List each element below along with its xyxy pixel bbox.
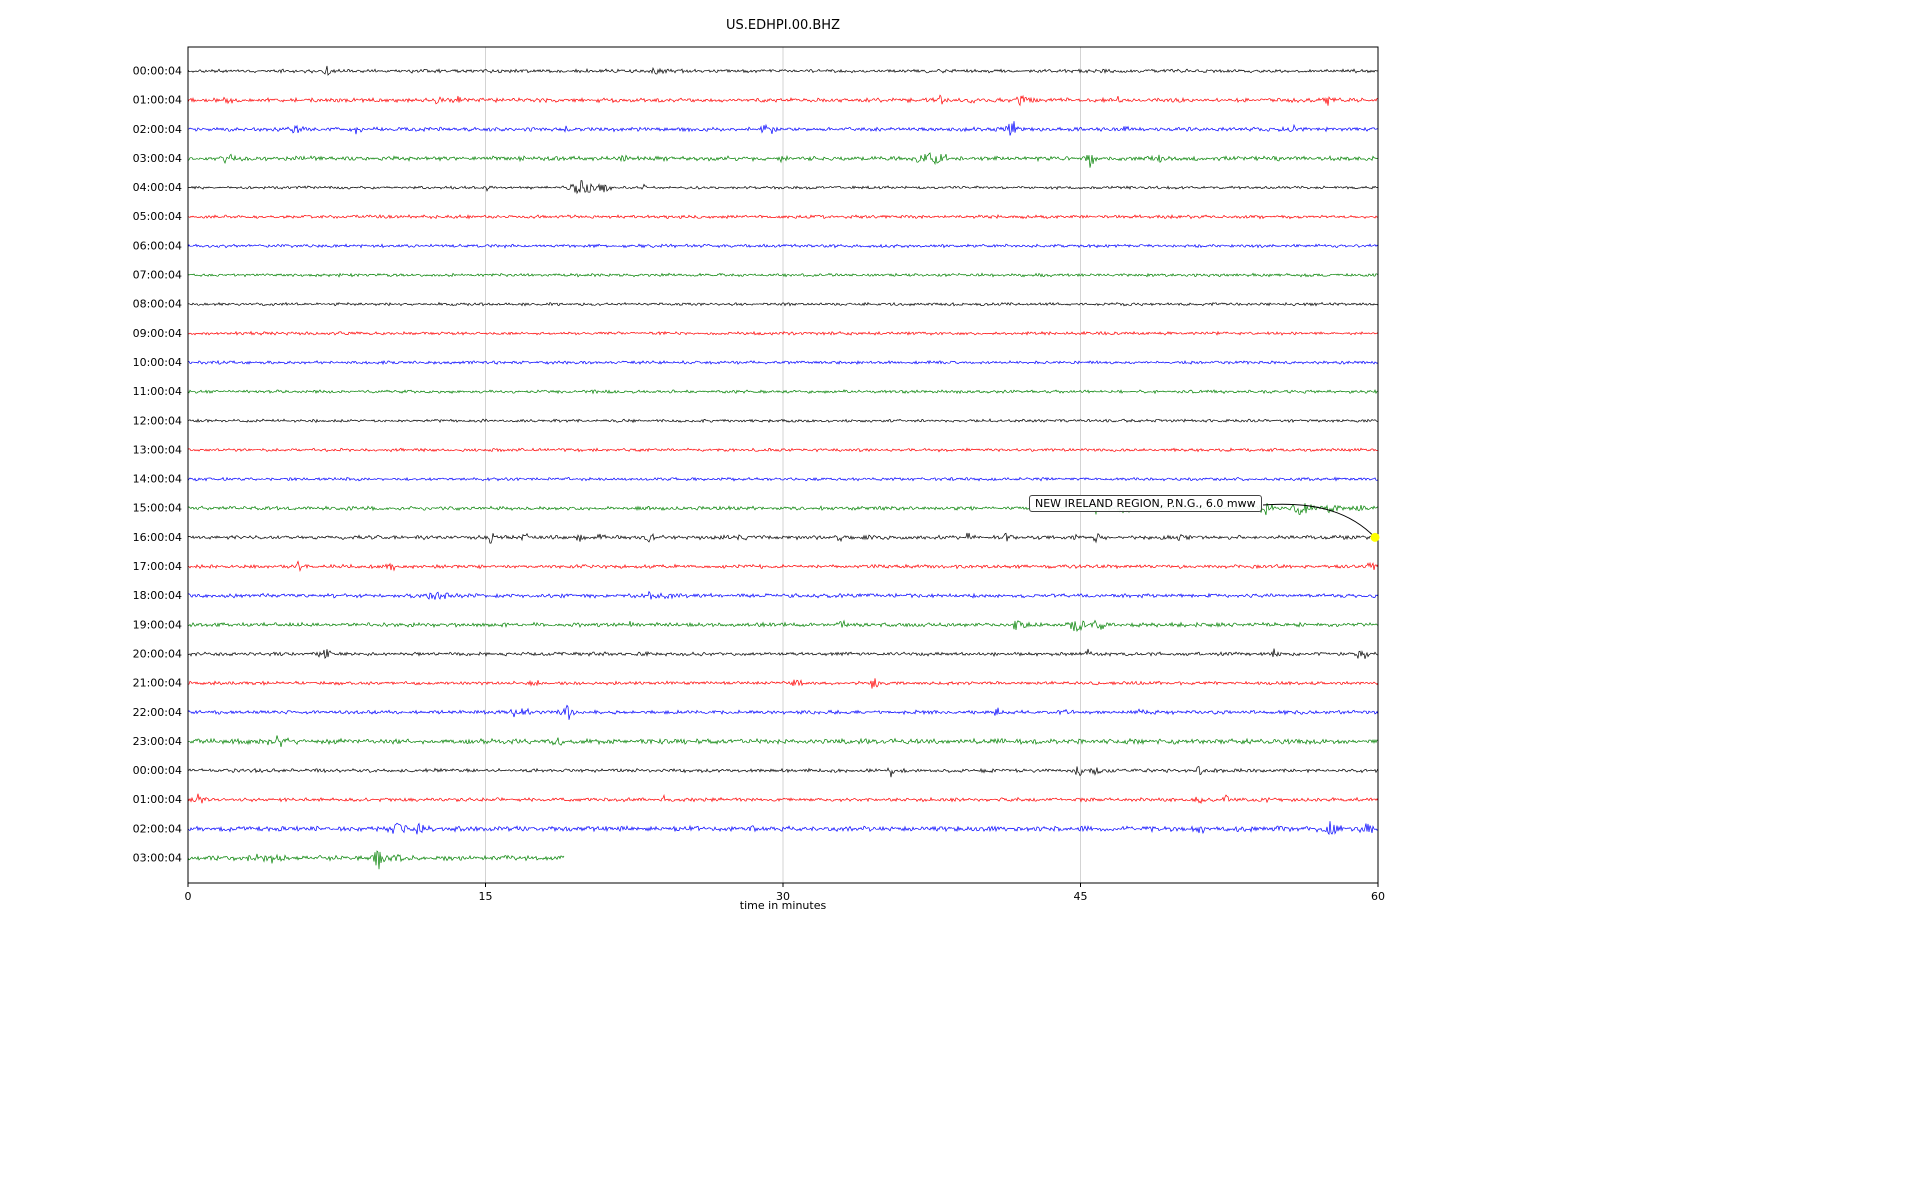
- row-time-label: 10:00:04: [133, 356, 182, 369]
- row-time-label: 14:00:04: [133, 473, 182, 486]
- row-time-label: 03:00:04: [133, 851, 182, 864]
- x-tick-label: 30: [776, 890, 790, 903]
- row-time-label: 16:00:04: [133, 531, 182, 544]
- seismo-trace: [187, 704, 1379, 720]
- seismo-trace: [187, 447, 1379, 453]
- x-tick-label: 60: [1371, 890, 1385, 903]
- seismo-trace: [187, 65, 1379, 76]
- row-time-label: 20:00:04: [133, 647, 182, 660]
- seismo-trace: [187, 272, 1379, 278]
- row-time-label: 02:00:04: [133, 822, 182, 835]
- seismo-trace: [187, 560, 1379, 573]
- row-time-label: 21:00:04: [133, 677, 182, 690]
- row-time-label: 00:00:04: [133, 764, 182, 777]
- row-time-label: 12:00:04: [133, 414, 182, 427]
- seismo-trace: [187, 418, 1379, 424]
- event-marker: [1370, 532, 1380, 542]
- seismo-trace: [187, 648, 1379, 659]
- row-time-label: 07:00:04: [133, 269, 182, 282]
- seismo-trace: [187, 389, 1379, 395]
- row-time-label: 01:00:04: [133, 94, 182, 107]
- row-time-label: 23:00:04: [133, 735, 182, 748]
- row-time-label: 01:00:04: [133, 793, 182, 806]
- x-tick-label: 15: [479, 890, 493, 903]
- seismo-trace: [187, 121, 1379, 136]
- row-time-label: 09:00:04: [133, 327, 182, 340]
- seismo-trace: [187, 850, 565, 870]
- row-time-label: 15:00:04: [133, 502, 182, 515]
- seismo-trace: [187, 476, 1379, 482]
- row-time-label: 05:00:04: [133, 210, 182, 223]
- row-time-label: 13:00:04: [133, 443, 182, 456]
- seismo-trace: [187, 330, 1379, 336]
- seismo-trace: [187, 590, 1379, 600]
- row-time-label: 02:00:04: [133, 123, 182, 136]
- row-time-label: 19:00:04: [133, 618, 182, 631]
- seismo-trace: [187, 735, 1379, 747]
- seismo-trace: [187, 359, 1379, 366]
- annotation-callout-line: [1262, 503, 1376, 538]
- row-time-label: 18:00:04: [133, 589, 182, 602]
- x-tick-label: 0: [185, 890, 192, 903]
- seismo-trace: [187, 243, 1379, 249]
- seismo-trace: [187, 793, 1379, 804]
- event-annotation: NEW IRELAND REGION, P.N.G., 6.0 mww: [1029, 495, 1262, 512]
- row-time-label: 00:00:04: [133, 65, 182, 78]
- row-time-label: 17:00:04: [133, 560, 182, 573]
- chart-title: US.EDHPI.00.BHZ: [726, 18, 840, 33]
- row-time-label: 22:00:04: [133, 706, 182, 719]
- row-time-label: 11:00:04: [133, 385, 182, 398]
- seismo-trace: [187, 619, 1379, 633]
- seismo-trace: [187, 821, 1379, 836]
- x-tick-label: 45: [1074, 890, 1088, 903]
- seismo-trace: [187, 94, 1379, 107]
- row-time-label: 08:00:04: [133, 298, 182, 311]
- seismo-trace: [187, 532, 1379, 544]
- seismo-trace: [188, 678, 1379, 689]
- seismo-trace: [187, 766, 1379, 778]
- seismo-trace: [187, 301, 1379, 307]
- seismo-trace: [187, 152, 1379, 168]
- x-axis-label: time in minutes: [739, 899, 827, 912]
- seismo-trace: [187, 180, 1379, 195]
- row-time-label: 06:00:04: [133, 239, 182, 252]
- seismo-trace: [187, 213, 1379, 220]
- row-time-label: 03:00:04: [133, 152, 182, 165]
- row-time-label: 04:00:04: [133, 181, 182, 194]
